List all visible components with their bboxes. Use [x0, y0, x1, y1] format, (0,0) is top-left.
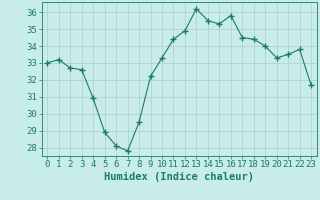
X-axis label: Humidex (Indice chaleur): Humidex (Indice chaleur): [104, 172, 254, 182]
